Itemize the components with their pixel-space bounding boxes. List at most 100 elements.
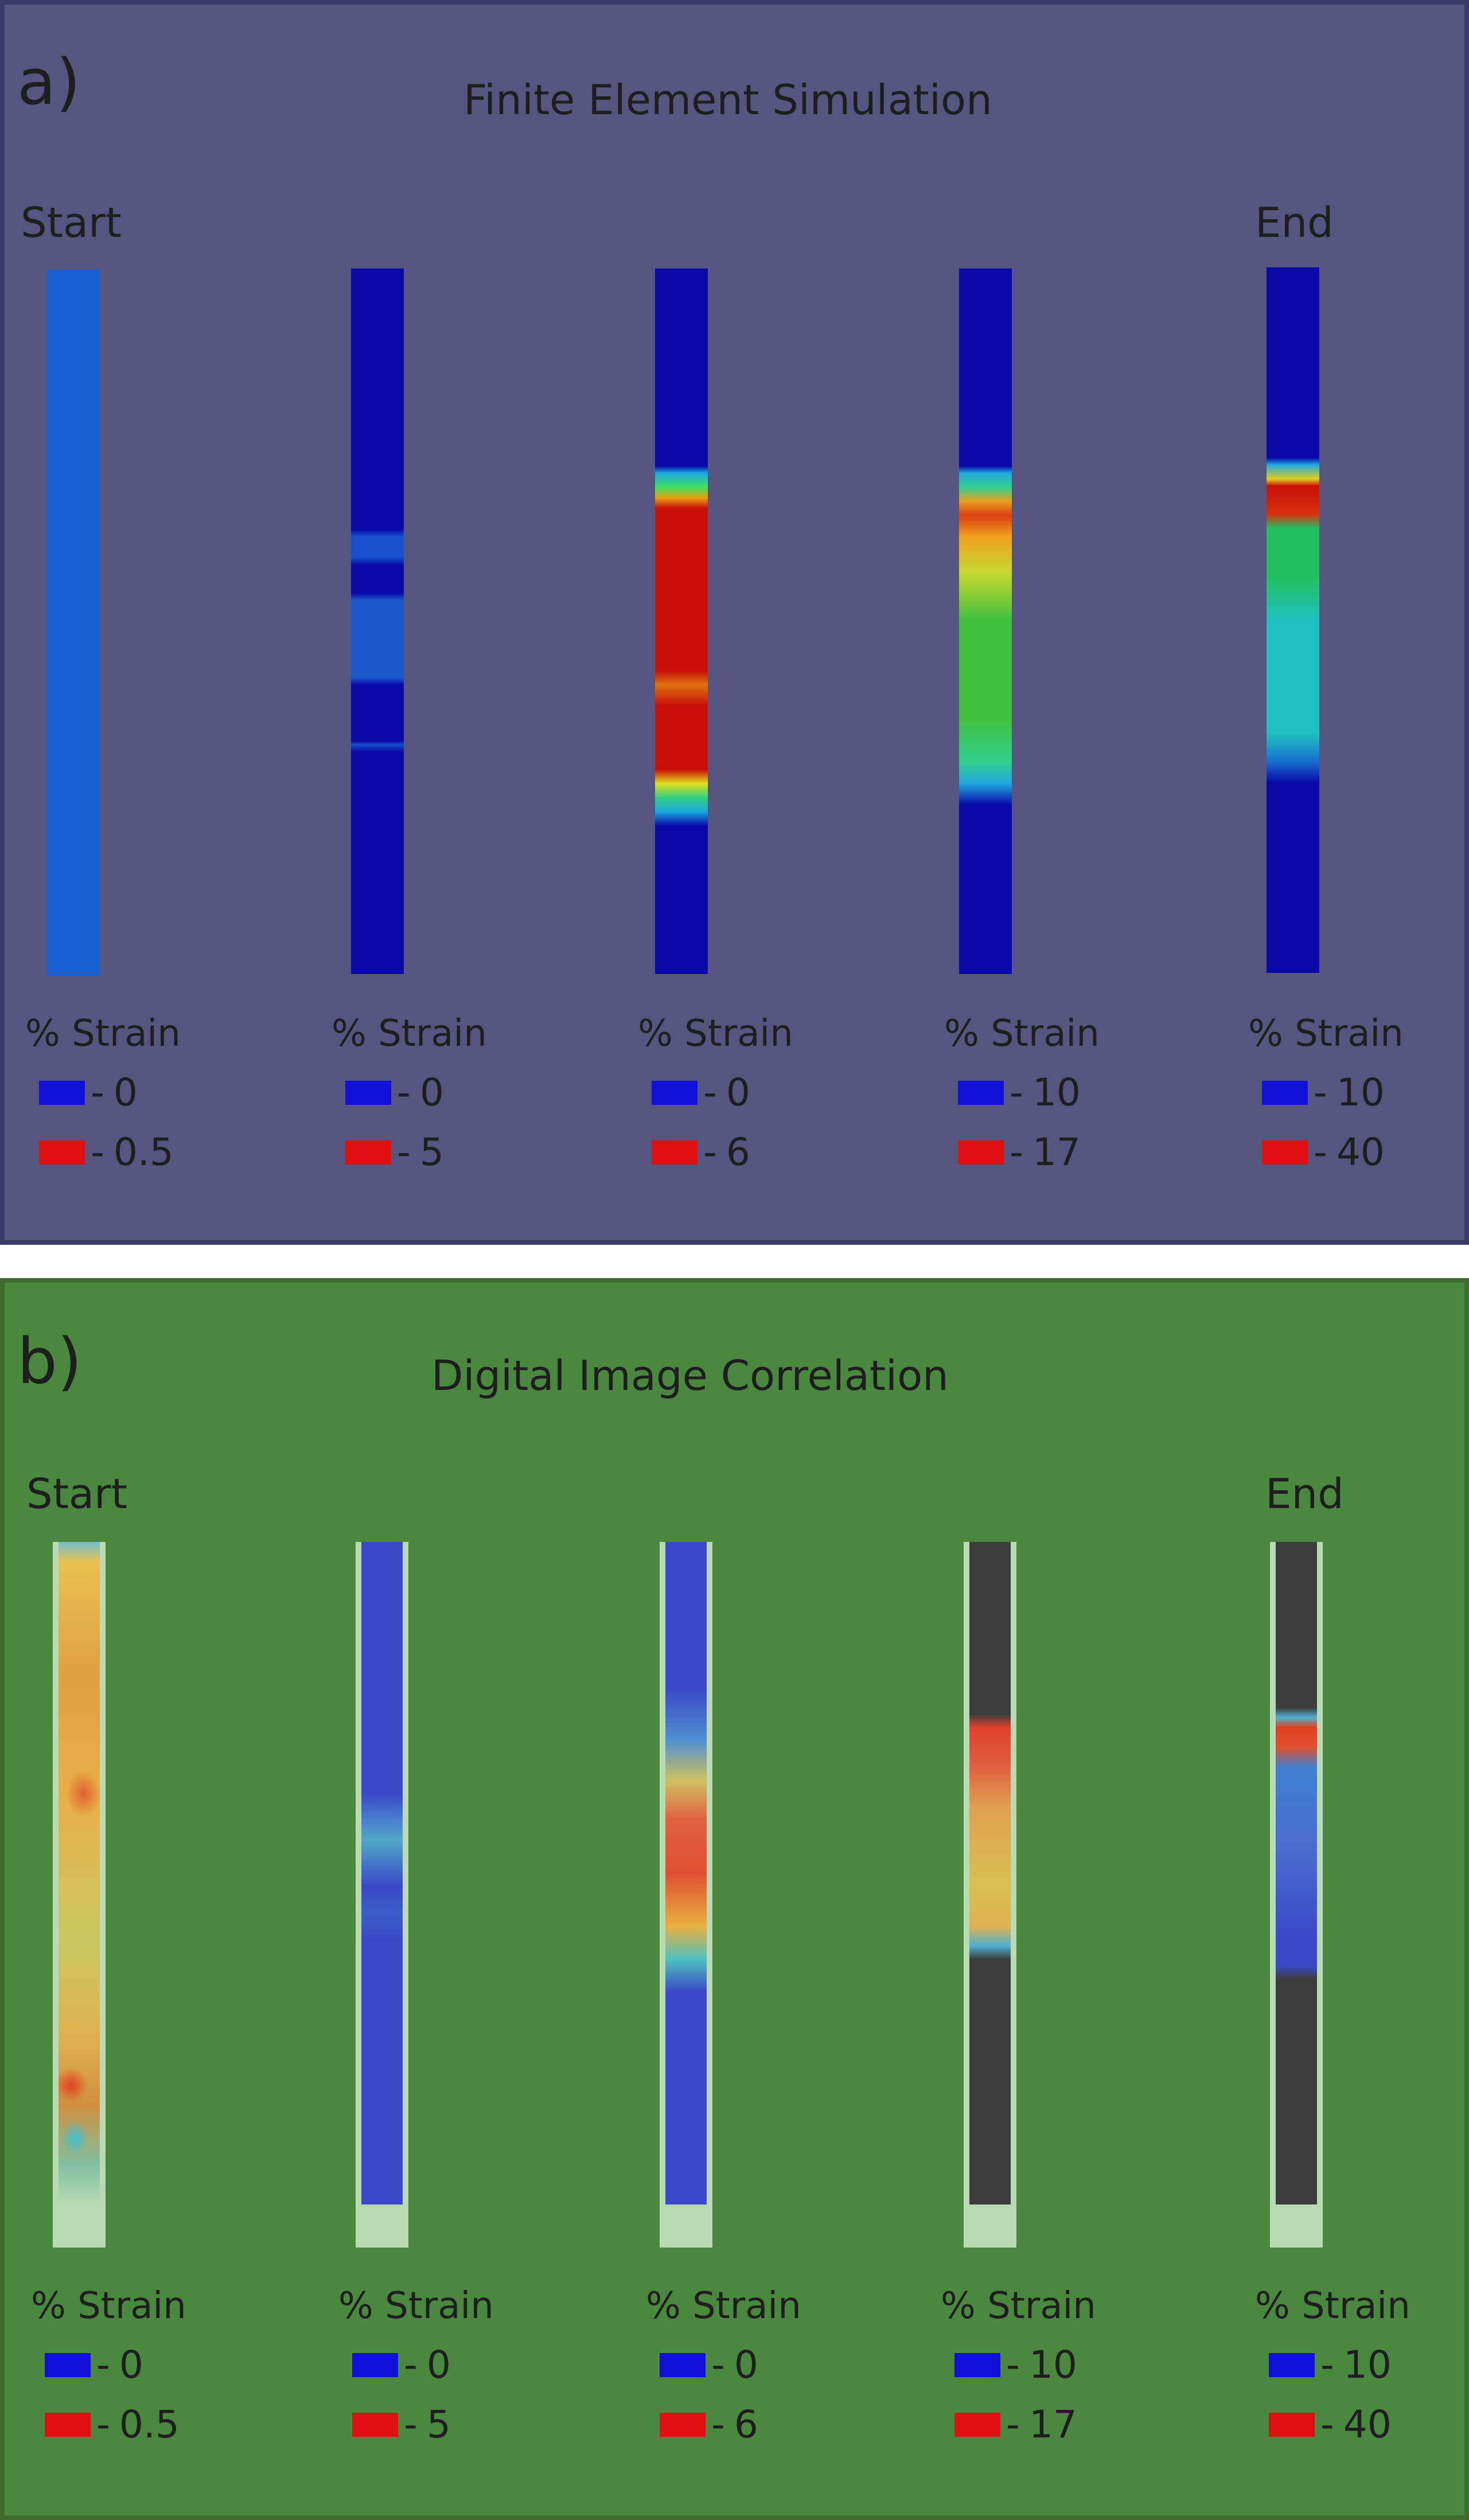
panel-a-letter: a) bbox=[17, 45, 81, 119]
legend-title: % Strain bbox=[638, 1012, 793, 1055]
legend-low-value: 0 bbox=[113, 1070, 138, 1115]
dic-legend-5: % Strain - 10 - 40 bbox=[1255, 2288, 1462, 2444]
legend-high-value: 5 bbox=[419, 1130, 444, 1174]
legend-high-value: 6 bbox=[726, 1130, 750, 1174]
dic-legend-2: % Strain - 0 - 5 bbox=[338, 2288, 545, 2444]
dic-strip-4 bbox=[964, 1542, 1016, 2248]
dic-strip-1 bbox=[53, 1542, 106, 2248]
legend-high-value: 0.5 bbox=[113, 1130, 174, 1174]
legend-high-value: 5 bbox=[426, 2402, 451, 2447]
legend-dash: - bbox=[703, 1130, 717, 1174]
legend-high-value: 0.5 bbox=[119, 2402, 180, 2447]
legend-dash: - bbox=[1320, 2343, 1334, 2387]
legend-title: % Strain bbox=[25, 1012, 181, 1055]
legend-title: % Strain bbox=[338, 2285, 494, 2327]
legend-dash: - bbox=[397, 1130, 411, 1174]
dic-panel: b) Digital Image Correlation Start End %… bbox=[0, 1278, 1469, 2520]
legend-dash: - bbox=[397, 1070, 411, 1115]
legend-high-swatch bbox=[352, 2413, 398, 2437]
legend-dash: - bbox=[91, 1070, 104, 1115]
legend-dash: - bbox=[711, 2343, 725, 2387]
legend-high-swatch bbox=[45, 2413, 91, 2437]
dic-legend-4: % Strain - 10 - 17 bbox=[941, 2288, 1147, 2444]
legend-high-swatch bbox=[1262, 1140, 1308, 1164]
fe-strip-2 bbox=[351, 268, 404, 974]
fe-legend-1: % Strain - 0 - 0.5 bbox=[25, 1015, 232, 1171]
fe-legend-3: % Strain - 0 - 6 bbox=[638, 1015, 844, 1171]
legend-low-swatch bbox=[345, 1081, 391, 1105]
legend-low-value: 0 bbox=[734, 2343, 758, 2387]
legend-dash: - bbox=[91, 1130, 104, 1174]
dic-strip-3 bbox=[660, 1542, 712, 2248]
legend-title: % Strain bbox=[1255, 2285, 1410, 2327]
legend-low-value: 10 bbox=[1336, 1070, 1385, 1115]
legend-title: % Strain bbox=[31, 2285, 186, 2327]
legend-title: % Strain bbox=[941, 2285, 1096, 2327]
legend-dash: - bbox=[703, 1070, 717, 1115]
legend-dash: - bbox=[1006, 2343, 1020, 2387]
dic-legend-3: % Strain - 0 - 6 bbox=[646, 2288, 852, 2444]
legend-low-swatch bbox=[652, 1081, 698, 1105]
legend-high-value: 40 bbox=[1336, 1130, 1385, 1174]
legend-low-swatch bbox=[954, 2353, 1000, 2377]
legend-low-swatch bbox=[45, 2353, 91, 2377]
fe-simulation-panel: a) Finite Element Simulation Start End %… bbox=[0, 0, 1469, 1245]
legend-low-value: 10 bbox=[1343, 2343, 1392, 2387]
fe-legend-4: % Strain - 10 - 17 bbox=[944, 1015, 1151, 1171]
fe-strip-5 bbox=[1267, 267, 1319, 973]
legend-low-value: 0 bbox=[426, 2343, 451, 2387]
legend-high-swatch bbox=[652, 1140, 698, 1164]
legend-low-swatch bbox=[352, 2353, 398, 2377]
legend-low-value: 10 bbox=[1028, 2343, 1077, 2387]
legend-title: % Strain bbox=[944, 1012, 1100, 1055]
legend-low-swatch bbox=[660, 2353, 706, 2377]
legend-title: % Strain bbox=[1248, 1012, 1404, 1055]
legend-low-swatch bbox=[958, 1081, 1004, 1105]
legend-high-swatch bbox=[1269, 2413, 1315, 2437]
legend-dash: - bbox=[1314, 1130, 1327, 1174]
legend-low-swatch bbox=[39, 1081, 85, 1105]
legend-high-swatch bbox=[345, 1140, 391, 1164]
fe-legend-5: % Strain - 10 - 40 bbox=[1248, 1015, 1455, 1171]
legend-title: % Strain bbox=[332, 1012, 487, 1055]
legend-high-swatch bbox=[39, 1140, 85, 1164]
legend-title: % Strain bbox=[646, 2285, 801, 2327]
panel-b-start-label: Start bbox=[26, 1470, 127, 1518]
panel-b-title: Digital Image Correlation bbox=[431, 1351, 949, 1400]
legend-high-value: 6 bbox=[734, 2402, 758, 2447]
legend-high-value: 17 bbox=[1032, 1130, 1081, 1174]
legend-dash: - bbox=[96, 2402, 110, 2447]
legend-low-value: 10 bbox=[1032, 1070, 1081, 1115]
legend-dash: - bbox=[1320, 2402, 1334, 2447]
dic-strip-5 bbox=[1270, 1542, 1323, 2248]
fe-strip-1 bbox=[47, 270, 100, 975]
legend-high-swatch bbox=[954, 2413, 1000, 2437]
legend-low-value: 0 bbox=[119, 2343, 143, 2387]
legend-low-swatch bbox=[1262, 1081, 1308, 1105]
fe-strip-4 bbox=[959, 268, 1012, 974]
legend-dash: - bbox=[1314, 1070, 1327, 1115]
legend-low-swatch bbox=[1269, 2353, 1315, 2377]
legend-low-value: 0 bbox=[726, 1070, 750, 1115]
legend-high-swatch bbox=[958, 1140, 1004, 1164]
legend-high-value: 40 bbox=[1343, 2402, 1392, 2447]
fe-legend-2: % Strain - 0 - 5 bbox=[332, 1015, 538, 1171]
legend-dash: - bbox=[404, 2343, 418, 2387]
legend-dash: - bbox=[1010, 1070, 1023, 1115]
legend-dash: - bbox=[96, 2343, 110, 2387]
legend-dash: - bbox=[404, 2402, 418, 2447]
legend-high-swatch bbox=[660, 2413, 706, 2437]
dic-strip-2 bbox=[356, 1542, 408, 2248]
panel-a-title: Finite Element Simulation bbox=[463, 76, 992, 124]
panel-b-letter: b) bbox=[17, 1325, 82, 1398]
legend-low-value: 0 bbox=[419, 1070, 444, 1115]
legend-dash: - bbox=[1010, 1130, 1023, 1174]
dic-legend-1: % Strain - 0 - 0.5 bbox=[31, 2288, 237, 2444]
panel-a-end-label: End bbox=[1255, 198, 1334, 247]
panel-a-start-label: Start bbox=[21, 198, 122, 247]
fe-strip-3 bbox=[655, 268, 708, 974]
legend-dash: - bbox=[1006, 2402, 1020, 2447]
legend-dash: - bbox=[711, 2402, 725, 2447]
legend-high-value: 17 bbox=[1028, 2402, 1077, 2447]
panel-b-end-label: End bbox=[1265, 1470, 1344, 1518]
